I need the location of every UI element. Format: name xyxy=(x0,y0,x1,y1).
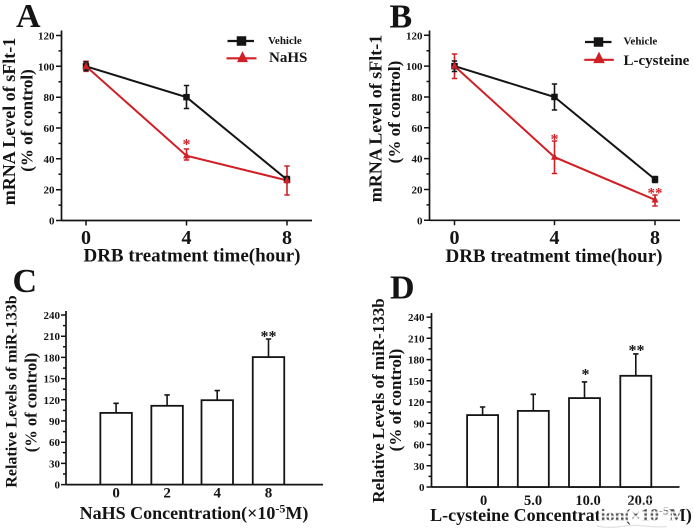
svg-text:100: 100 xyxy=(38,61,55,73)
svg-text:120: 120 xyxy=(406,30,423,42)
svg-text:Vehicle: Vehicle xyxy=(624,35,658,47)
svg-text:150: 150 xyxy=(44,374,61,386)
svg-text:90: 90 xyxy=(49,416,61,428)
svg-text:**: ** xyxy=(648,186,663,202)
svg-text:120: 120 xyxy=(408,397,425,409)
svg-text:240: 240 xyxy=(44,310,61,322)
svg-text:B: B xyxy=(390,0,413,36)
svg-text:DRB treatment time(hour): DRB treatment time(hour) xyxy=(83,246,300,267)
svg-text:30: 30 xyxy=(49,458,61,470)
svg-text:120: 120 xyxy=(38,30,55,42)
svg-text:40: 40 xyxy=(44,154,56,166)
svg-text:80: 80 xyxy=(412,92,424,104)
svg-text:90: 90 xyxy=(414,418,426,430)
svg-text:0: 0 xyxy=(112,486,120,502)
svg-text:0: 0 xyxy=(49,216,55,228)
svg-text:100: 100 xyxy=(406,61,423,73)
svg-text:0: 0 xyxy=(480,493,487,509)
svg-text:A: A xyxy=(16,0,41,35)
svg-text:240: 240 xyxy=(408,312,425,324)
svg-text:(% of control): (% of control) xyxy=(22,353,41,453)
svg-text:0: 0 xyxy=(450,227,460,249)
svg-text:20.0: 20.0 xyxy=(627,493,652,509)
svg-text:*: * xyxy=(551,131,559,148)
svg-text:30: 30 xyxy=(414,461,426,473)
svg-text:40: 40 xyxy=(412,154,424,166)
svg-text:20: 20 xyxy=(44,185,56,197)
svg-text:(% of control): (% of control) xyxy=(385,61,404,164)
svg-text:150: 150 xyxy=(408,376,425,388)
svg-text:180: 180 xyxy=(44,352,61,364)
svg-text:*: * xyxy=(183,137,191,154)
svg-text:2: 2 xyxy=(163,486,171,502)
svg-text:*: * xyxy=(582,367,590,384)
svg-text:210: 210 xyxy=(408,333,425,345)
svg-text:0: 0 xyxy=(417,215,423,227)
svg-text:8: 8 xyxy=(650,227,660,249)
svg-text:0: 0 xyxy=(81,227,91,249)
svg-text:180: 180 xyxy=(408,355,425,367)
svg-text:80: 80 xyxy=(44,92,56,104)
svg-text:60: 60 xyxy=(414,440,426,452)
svg-text:0: 0 xyxy=(55,480,61,492)
svg-text:0: 0 xyxy=(419,482,425,494)
svg-text:4: 4 xyxy=(182,227,192,249)
svg-text:Vehicle: Vehicle xyxy=(268,35,302,47)
svg-text:D: D xyxy=(390,269,415,306)
svg-text:60: 60 xyxy=(44,123,56,135)
svg-text:**: ** xyxy=(261,328,277,345)
svg-text:4: 4 xyxy=(214,486,222,502)
svg-text:L-cysteine: L-cysteine xyxy=(624,53,690,69)
svg-text:8: 8 xyxy=(282,227,292,249)
svg-text:**: ** xyxy=(629,342,645,359)
svg-text:NaHS Concentration(×10-5M): NaHS Concentration(×10-5M) xyxy=(80,502,309,524)
svg-text:(% of control): (% of control) xyxy=(18,69,37,172)
svg-text:Relative Levels of miR-133b: Relative Levels of miR-133b xyxy=(369,298,388,502)
svg-text:210: 210 xyxy=(44,331,61,343)
svg-text:8: 8 xyxy=(265,486,273,502)
svg-text:60: 60 xyxy=(49,437,61,449)
svg-text:20: 20 xyxy=(412,184,424,196)
svg-text:4: 4 xyxy=(550,227,560,249)
svg-text:mRNA Level of sFlt-1: mRNA Level of sFlt-1 xyxy=(366,35,386,202)
svg-text:Relative Levels of miR-133b: Relative Levels of miR-133b xyxy=(4,295,21,488)
svg-text:60: 60 xyxy=(412,123,424,135)
svg-text:mRNA Level of sFlt-1: mRNA Level of sFlt-1 xyxy=(0,38,19,205)
svg-text:5.0: 5.0 xyxy=(524,493,542,509)
svg-text:C: C xyxy=(13,263,38,300)
svg-text:DRB treatment time(hour): DRB treatment time(hour) xyxy=(445,246,662,267)
svg-text:120: 120 xyxy=(44,395,61,407)
svg-text:NaHS: NaHS xyxy=(269,50,307,66)
svg-text:10.0: 10.0 xyxy=(575,493,600,509)
svg-text:(% of control): (% of control) xyxy=(386,349,405,452)
